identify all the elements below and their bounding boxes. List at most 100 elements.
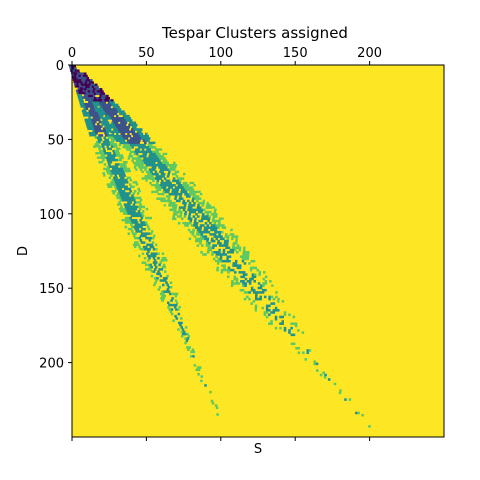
- heatmap-cell: [227, 271, 230, 274]
- heatmap-cell: [248, 291, 251, 294]
- heatmap-cell: [164, 152, 168, 156]
- heatmap-cell: [126, 165, 130, 168]
- heatmap-cell: [196, 208, 199, 212]
- heatmap-cell: [253, 275, 257, 279]
- heatmap-cell: [96, 156, 100, 160]
- heatmap-cell: [160, 181, 163, 185]
- heatmap-cell: [147, 163, 151, 167]
- heatmap-cell: [175, 199, 179, 203]
- heatmap-cell: [210, 228, 213, 232]
- heatmap-cell: [137, 187, 140, 191]
- heatmap-cell: [210, 399, 214, 403]
- heatmap-cell: [290, 342, 294, 346]
- heatmap-cell: [231, 237, 234, 241]
- heatmap-cell: [294, 322, 298, 325]
- heatmap-cell: [133, 139, 137, 142]
- heatmap-cell: [258, 271, 262, 274]
- heatmap-cell: [186, 224, 189, 227]
- heatmap-cell: [168, 204, 171, 207]
- heatmap-cell: [88, 116, 91, 119]
- heatmap-cell: [146, 134, 149, 138]
- heatmap-cell: [98, 92, 101, 96]
- heatmap-cell: [177, 328, 180, 331]
- heatmap-cell: [204, 253, 207, 256]
- heatmap-cell: [130, 219, 133, 222]
- heatmap-cell: [230, 228, 233, 232]
- heatmap-cell: [211, 251, 214, 254]
- heatmap-cell: [105, 127, 108, 131]
- heatmap-cell: [162, 199, 166, 203]
- heatmap-cell: [206, 213, 209, 216]
- heatmap-cell: [94, 107, 98, 110]
- heatmap-cell: [200, 230, 204, 234]
- heatmap-cell: [78, 98, 82, 102]
- heatmap-cell: [130, 207, 133, 211]
- heatmap-cell: [191, 199, 195, 203]
- heatmap-cell: [146, 248, 149, 251]
- heatmap-cell: [118, 201, 121, 204]
- heatmap-cell: [179, 195, 182, 198]
- heatmap-cell: [240, 271, 244, 274]
- heatmap-cell: [113, 154, 117, 157]
- heatmap-cell: [150, 170, 153, 174]
- heatmap-cell: [84, 102, 87, 106]
- heatmap-cell: [146, 159, 150, 163]
- heatmap-cell: [85, 120, 88, 124]
- heatmap-cell: [109, 140, 112, 144]
- heatmap-cell: [233, 275, 237, 279]
- heatmap-cell: [281, 315, 284, 319]
- heatmap-cell: [119, 203, 122, 206]
- heatmap-cell: [208, 201, 212, 205]
- heatmap-cell: [228, 255, 232, 258]
- heatmap-cell: [138, 250, 141, 253]
- heatmap-cell: [129, 212, 133, 215]
- heatmap-cell: [207, 219, 210, 223]
- heatmap-cell: [161, 186, 164, 189]
- heatmap-cell: [270, 295, 274, 299]
- heatmap-cell: [208, 204, 211, 207]
- heatmap-cell: [99, 112, 102, 116]
- heatmap-cell: [197, 226, 200, 229]
- heatmap-cell: [157, 192, 160, 196]
- heatmap-cell: [147, 250, 150, 253]
- heatmap-cell: [366, 420, 370, 424]
- heatmap-cell: [123, 150, 126, 154]
- heatmap-cell: [103, 174, 106, 177]
- heatmap-cell: [184, 221, 188, 225]
- heatmap-cell: [218, 244, 222, 247]
- heatmap-cell: [138, 189, 141, 193]
- heatmap-cell: [99, 136, 102, 139]
- heatmap-cell: [105, 156, 109, 160]
- heatmap-cell: [139, 248, 142, 251]
- heatmap-cell: [159, 148, 163, 151]
- heatmap-cell: [191, 233, 195, 236]
- heatmap-cell: [231, 268, 235, 272]
- heatmap-cell: [191, 208, 195, 212]
- heatmap-cell: [206, 224, 210, 227]
- heatmap-cell: [184, 192, 187, 196]
- heatmap-cell: [84, 88, 87, 91]
- heatmap-cell: [69, 65, 72, 68]
- heatmap-cell: [152, 192, 156, 196]
- heatmap-cell: [87, 120, 90, 124]
- heatmap-cell: [167, 306, 170, 309]
- heatmap-cell: [164, 190, 168, 194]
- heatmap-cell: [155, 148, 158, 151]
- heatmap-cell: [156, 277, 159, 280]
- heatmap-cell: [130, 223, 133, 227]
- heatmap-cell: [288, 313, 291, 317]
- heatmap-cell: [115, 128, 118, 131]
- heatmap-cell: [279, 295, 283, 299]
- heatmap-cell: [113, 176, 116, 180]
- heatmap-cell: [154, 177, 158, 180]
- heatmap-cell: [112, 149, 115, 153]
- heatmap-cell: [165, 204, 169, 207]
- heatmap-cell: [158, 150, 162, 154]
- heatmap-cell: [139, 128, 143, 131]
- heatmap-cell: [133, 221, 137, 224]
- heatmap-cell: [214, 208, 217, 212]
- heatmap-cell: [112, 123, 116, 127]
- heatmap-cell: [105, 96, 108, 100]
- heatmap-cell: [131, 194, 134, 197]
- heatmap-cell: [120, 126, 124, 129]
